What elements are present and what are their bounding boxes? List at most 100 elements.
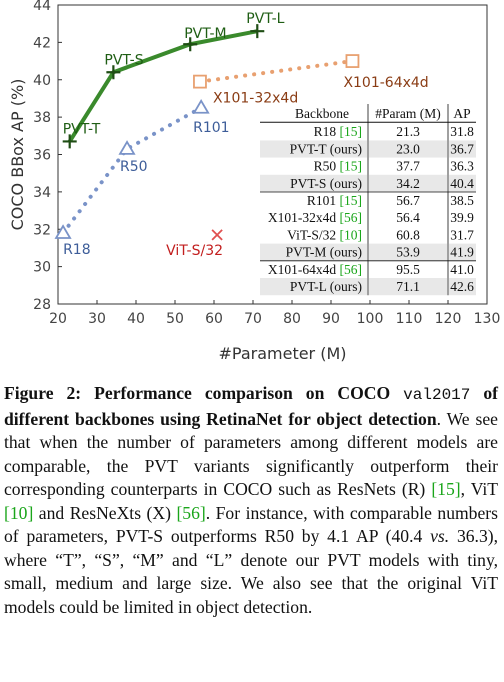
table-row-shade <box>260 278 367 296</box>
table-cell-ap: 38.5 <box>450 193 474 208</box>
y-tick-label: 34 <box>33 185 51 201</box>
y-tick-label: 30 <box>33 260 51 276</box>
table-cell-param: 95.5 <box>396 262 420 277</box>
x-tick-label: 110 <box>396 311 423 327</box>
data-point-pvt <box>62 134 77 149</box>
caption-body-4: . For instance, with comparable numbers … <box>4 502 498 547</box>
y-axis-label: COCO BBox AP (%) <box>8 79 27 231</box>
figure-2: 20 30 40 50 60 70 80 90 100 110 120 130 28 30 32 34 36 38… <box>8 0 501 363</box>
ap-vs-params-chart: 20 30 40 50 60 70 80 90 100 110 120 130 28 30 32 34 36 38… <box>8 0 501 363</box>
table-cell-backbone-name: PVT-S (ours) <box>290 176 362 191</box>
table-cell-backbone: PVT-L (ours) <box>290 279 362 294</box>
table-cell-ap: 41.0 <box>450 262 474 277</box>
data-point-pvt <box>106 65 121 80</box>
caption-label: Figure 2: <box>4 383 82 403</box>
table-cell-backbone-name: R18 <box>314 124 340 139</box>
point-label: X101-32x4d <box>213 91 298 107</box>
table-cell-citation[interactable]: [15] <box>340 159 363 174</box>
y-tick-label: 42 <box>33 35 51 51</box>
table-cell-param: 56.7 <box>396 193 420 208</box>
table-cell-citation[interactable]: [10] <box>340 227 363 242</box>
caption-title-b: of different backbones using RetinaNet f… <box>4 383 499 429</box>
table-row-shade <box>369 140 447 158</box>
table-cell-backbone-name: PVT-M (ours) <box>286 245 362 260</box>
table-row-shade <box>449 140 476 158</box>
table-cell-backbone: R18 [15] <box>314 124 362 139</box>
table-cell-backbone: PVT-S (ours) <box>290 176 362 191</box>
table-cell-backbone: X101-64x4d [56] <box>268 262 362 277</box>
series-line-resnext <box>197 59 355 84</box>
table-cell-backbone: PVT-M (ours) <box>286 245 362 260</box>
point-label: PVT-S <box>104 52 143 68</box>
data-point-resnet <box>192 98 210 114</box>
table-cell-citation[interactable]: [56] <box>340 262 363 277</box>
y-tick-label: 38 <box>33 110 51 126</box>
y-tick-label: 44 <box>33 0 51 14</box>
table-cell-ap: 42.6 <box>450 279 474 294</box>
y-tick-label: 32 <box>33 222 51 238</box>
table-header-param: #Param (M) <box>375 106 441 121</box>
table-cell-backbone-name: X101-32x4d <box>268 210 340 225</box>
data-point-pvt <box>250 24 265 39</box>
x-tick-label: 30 <box>88 311 106 327</box>
table-cell-param: 53.9 <box>396 245 420 260</box>
series-line-pvt <box>68 29 258 143</box>
point-label: ViT-S/32 <box>166 243 223 259</box>
table-cell-ap: 41.9 <box>450 245 474 260</box>
table-cell-citation[interactable]: [15] <box>340 124 363 139</box>
caption-title-a: Performance comparison on COCO <box>94 383 391 403</box>
table-cell-citation[interactable]: [15] <box>340 193 363 208</box>
data-point-resnet <box>54 224 72 239</box>
x-tick-label: 70 <box>244 311 262 327</box>
table-cell-ap: 36.7 <box>450 141 474 156</box>
data-point-resnext <box>345 54 360 68</box>
series-line-resnet <box>61 105 204 235</box>
table-row-shade <box>449 174 476 192</box>
point-label: PVT-T <box>63 121 101 137</box>
x-tick-label: 100 <box>357 311 384 327</box>
caption-cite-15[interactable]: [15] <box>431 479 461 499</box>
table-cell-ap: 31.7 <box>450 227 474 242</box>
x-axis-label: #Parameter (M) <box>218 344 346 363</box>
table-cell-backbone: R50 [15] <box>314 159 362 174</box>
y-tick-label: 40 <box>33 73 51 89</box>
point-label: PVT-L <box>246 11 284 27</box>
table-cell-backbone-name: R101 <box>307 193 340 208</box>
x-tick-label: 60 <box>205 311 223 327</box>
data-point-vit <box>211 229 223 241</box>
x-tick-label: 120 <box>435 311 462 327</box>
table-cell-param: 21.3 <box>396 124 420 139</box>
table-row-shade <box>369 174 447 192</box>
y-tick-label: 28 <box>33 297 51 313</box>
point-label: PVT-M <box>184 26 226 42</box>
caption-body-1: . We see that when the number of paramet… <box>4 408 498 500</box>
table-cell-backbone-name: ViT-S/32 <box>287 227 339 242</box>
x-tick-label: 40 <box>127 311 145 327</box>
figure-caption: Figure 2: Performance comparison on COCO… <box>4 382 498 619</box>
table-cell-param: 60.8 <box>396 227 420 242</box>
table-cell-ap: 39.9 <box>450 210 474 225</box>
table-cell-ap: 36.3 <box>450 159 474 174</box>
table-cell-ap: 40.4 <box>450 176 474 191</box>
caption-cite-10[interactable]: [10] <box>4 502 34 523</box>
x-tick-label: 20 <box>49 311 67 327</box>
caption-body-5: 36.3), where “T”, “S”, “M” and “L” denot… <box>4 526 498 617</box>
table-cell-backbone-name: PVT-L (ours) <box>290 279 362 294</box>
table-row-shade <box>260 243 367 261</box>
x-tick-label: 50 <box>166 311 184 327</box>
table-cell-backbone-name: X101-64x4d <box>268 262 340 277</box>
table-cell-param: 37.7 <box>396 159 420 174</box>
table-row-shade <box>369 243 447 261</box>
table-cell-param: 23.0 <box>396 141 420 156</box>
y-tick-label: 36 <box>33 148 51 164</box>
caption-body-3: and ResNeXts (X) <box>33 502 177 523</box>
x-tick-label: 90 <box>322 311 340 327</box>
table-cell-backbone: PVT-T (ours) <box>290 141 362 156</box>
table-cell-backbone: ViT-S/32 [10] <box>287 227 362 242</box>
point-label: R101 <box>193 120 229 136</box>
table-cell-ap: 31.8 <box>450 124 474 139</box>
table-cell-citation[interactable]: [56] <box>340 210 363 225</box>
x-tick-label: 130 <box>474 311 501 327</box>
table-row-shade <box>260 140 367 158</box>
caption-cite-56[interactable]: [56] <box>176 502 206 523</box>
